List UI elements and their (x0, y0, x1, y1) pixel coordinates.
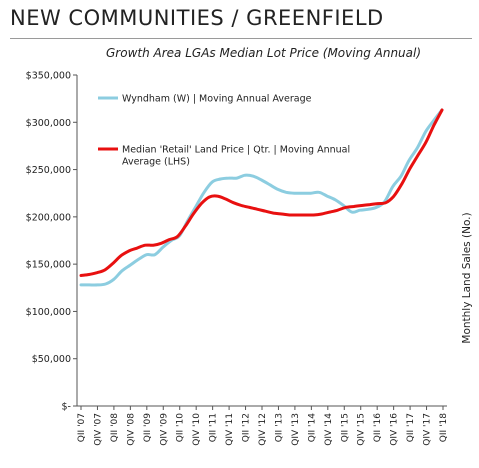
x-tick-label: QII '12 (242, 413, 252, 442)
x-tick-label: QIV '11 (225, 413, 235, 446)
x-tick-label: QIV '07 (93, 413, 103, 446)
x-tick-label: QIV '16 (390, 413, 400, 446)
x-tick-label: QII '15 (340, 413, 350, 442)
series-line-median-retail-land-price (79, 108, 444, 277)
x-tick-label: QIV '13 (291, 413, 301, 446)
y-tick-label: $250,000 (26, 165, 71, 176)
page-title: NEW COMMUNITIES / GREENFIELD (10, 6, 384, 30)
y-tick-label: $200,000 (26, 212, 71, 223)
x-tick-label: QIV '17 (423, 413, 433, 446)
series-lines (79, 108, 444, 287)
x-axis-ticks: QII '07 QIV '07 QII '08 QIV '08 QII '09 QIV '… (77, 406, 449, 446)
series-line-wyndham (79, 108, 444, 287)
chart-legend: Wyndham (W) | Moving Annual Average Media… (98, 94, 350, 168)
x-tick-label: QII '16 (373, 413, 383, 442)
x-tick-label: QII '10 (176, 413, 186, 442)
x-tick-label: QIV '08 (126, 413, 136, 446)
y-tick-label: $300,000 (26, 118, 71, 129)
x-tick-label: QIV '14 (324, 413, 334, 446)
x-tick-label: QIV '12 (258, 413, 268, 446)
x-tick-label: QII '14 (307, 413, 317, 442)
x-tick-label: QIV '15 (357, 413, 367, 446)
secondary-y-axis-label: Monthly Land Sales (No.) (461, 212, 473, 343)
chart-axes (76, 75, 447, 407)
y-tick-label: $100,000 (26, 307, 71, 318)
x-tick-label: QII '17 (406, 413, 416, 442)
legend-label-wyndham: Wyndham (W) | Moving Annual Average (122, 94, 312, 105)
y-axis-ticks: $- $50,000 $100,000 $150,000 $200,000 $250,00… (26, 71, 77, 413)
legend-label-median-retail-land-price: Median 'Retail' Land Price | Qtr. | Movi… (122, 145, 350, 168)
x-tick-label: QIV '09 (159, 413, 169, 446)
y-tick-label: $- (62, 402, 71, 413)
x-tick-label: QII '07 (77, 413, 87, 442)
x-tick-label: QII '09 (143, 413, 153, 442)
x-tick-label: QII '11 (209, 413, 219, 442)
y-tick-label: $350,000 (26, 71, 71, 82)
x-tick-label: QIV '10 (192, 413, 202, 446)
x-tick-label: QII '08 (110, 413, 120, 442)
header-divider (10, 38, 472, 39)
x-tick-label: QII '13 (274, 413, 284, 442)
y-tick-label: $50,000 (32, 354, 71, 365)
y-tick-label: $150,000 (26, 260, 71, 271)
chart-title: Growth Area LGAs Median Lot Price (Movin… (106, 46, 422, 60)
x-tick-label: QII '18 (439, 413, 449, 442)
